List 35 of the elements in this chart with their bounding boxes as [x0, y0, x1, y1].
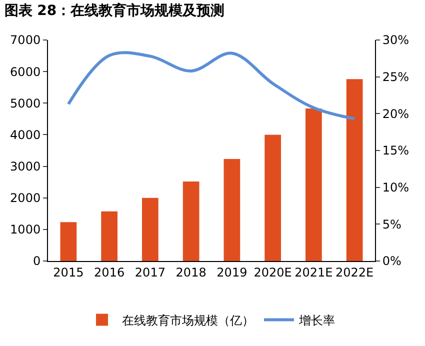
y2-tick-label: 10% [382, 180, 410, 195]
bar [346, 79, 363, 261]
bar [101, 211, 118, 261]
x-tick-label: 2019 [216, 265, 248, 280]
legend-label: 增长率 [298, 313, 335, 328]
y-tick-label: 6000 [10, 64, 41, 79]
y-tick-label: 7000 [10, 33, 41, 48]
y-tick-label: 1000 [10, 222, 41, 237]
x-tick-label: 2016 [94, 265, 125, 280]
line-series [66, 51, 356, 120]
y-tick-label: 5000 [10, 96, 41, 110]
y-tick-label: 3000 [10, 159, 41, 174]
chart-title: 图表 28：在线教育市场规模及预测 [4, 2, 225, 19]
bar [60, 222, 77, 261]
y2-tick-label: 0% [382, 254, 402, 268]
bar [264, 134, 281, 261]
x-tick-label: 2018 [176, 265, 206, 280]
y-tick-label: 0 [32, 254, 41, 268]
y-tick-label: 4000 [10, 128, 41, 142]
bar [182, 181, 200, 261]
x-tick-label: 2022E [335, 265, 374, 280]
y2-tick-label: 5% [382, 217, 402, 232]
y2-tick-label: 15% [382, 144, 410, 158]
y2-tick-label: 30% [382, 33, 410, 48]
bar [306, 108, 322, 261]
x-tick-label: 2015 [53, 265, 84, 280]
x-tick-label: 2020E [254, 265, 292, 280]
y2-tick-label: 25% [382, 70, 410, 84]
x-tick-label: 2017 [134, 265, 166, 280]
bar [142, 198, 158, 261]
bar [224, 159, 240, 261]
y-tick-label: 2000 [10, 191, 41, 206]
legend-label: 在线教育市场规模（亿） [122, 313, 254, 328]
y2-tick-label: 20% [382, 106, 410, 121]
x-tick-label: 2021E [294, 265, 333, 280]
